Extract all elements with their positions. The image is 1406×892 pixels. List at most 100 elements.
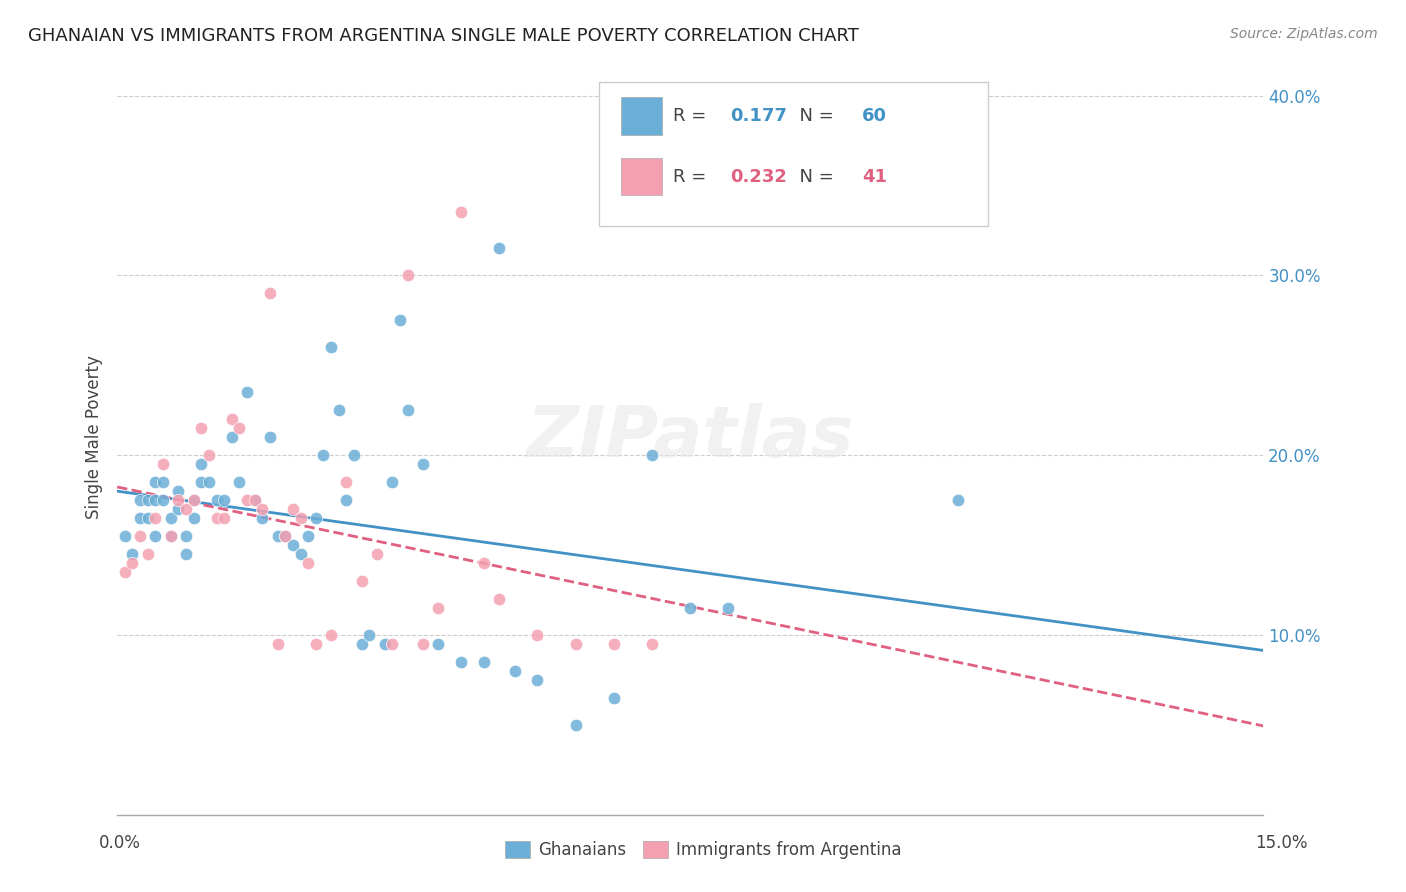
Point — [259, 430, 281, 444]
Point — [190, 457, 212, 471]
Point — [564, 637, 586, 651]
Point — [603, 690, 626, 705]
Point — [129, 493, 152, 508]
Point — [145, 529, 167, 543]
Point — [526, 673, 548, 687]
Point — [641, 637, 664, 651]
Point — [321, 628, 343, 642]
Point — [190, 421, 212, 435]
Text: GHANAIAN VS IMMIGRANTS FROM ARGENTINA SINGLE MALE POVERTY CORRELATION CHART: GHANAIAN VS IMMIGRANTS FROM ARGENTINA SI… — [28, 27, 859, 45]
Text: 0.0%: 0.0% — [98, 834, 141, 852]
Point — [374, 637, 396, 651]
Point — [488, 591, 510, 606]
Point — [335, 493, 357, 508]
Point — [198, 448, 221, 462]
Point — [305, 637, 328, 651]
Point — [167, 493, 190, 508]
Point — [145, 511, 167, 525]
Point — [221, 412, 243, 426]
Text: 60: 60 — [862, 107, 887, 125]
Point — [266, 637, 288, 651]
Point — [321, 340, 343, 354]
Point — [450, 205, 472, 219]
Point — [228, 421, 250, 435]
Y-axis label: Single Male Poverty: Single Male Poverty — [86, 355, 103, 519]
Point — [641, 448, 664, 462]
Point — [114, 529, 136, 543]
Point — [281, 538, 304, 552]
Text: R =: R = — [673, 107, 711, 125]
Point — [174, 502, 197, 516]
Point — [121, 547, 143, 561]
Point — [297, 529, 319, 543]
Point — [183, 493, 205, 508]
Point — [412, 457, 434, 471]
Point — [174, 529, 197, 543]
Point — [159, 529, 181, 543]
Point — [228, 475, 250, 489]
Point — [603, 637, 626, 651]
Point — [290, 547, 312, 561]
Point — [167, 502, 190, 516]
Point — [427, 637, 450, 651]
Point — [183, 511, 205, 525]
Point — [381, 637, 404, 651]
FancyBboxPatch shape — [599, 82, 988, 226]
Point — [679, 600, 702, 615]
Text: R =: R = — [673, 168, 711, 186]
Point — [274, 529, 297, 543]
Point — [472, 556, 495, 570]
Point — [252, 511, 274, 525]
Point — [136, 511, 159, 525]
Point — [305, 511, 328, 525]
Point — [488, 241, 510, 255]
Text: 0.177: 0.177 — [730, 107, 787, 125]
Point — [503, 664, 526, 678]
Point — [266, 529, 288, 543]
FancyBboxPatch shape — [621, 97, 662, 135]
Point — [350, 574, 373, 588]
Point — [212, 511, 235, 525]
Point — [152, 475, 174, 489]
Point — [167, 483, 190, 498]
Point — [205, 511, 228, 525]
Point — [366, 547, 388, 561]
Point — [145, 493, 167, 508]
Point — [297, 556, 319, 570]
Point — [350, 637, 373, 651]
Point — [359, 628, 381, 642]
Point — [198, 475, 221, 489]
Point — [252, 502, 274, 516]
Point — [343, 448, 366, 462]
Point — [396, 268, 419, 283]
Point — [412, 637, 434, 651]
Point — [328, 403, 350, 417]
Point — [114, 565, 136, 579]
Point — [205, 493, 228, 508]
Point — [281, 502, 304, 516]
Point — [526, 628, 548, 642]
Point — [212, 493, 235, 508]
Point — [335, 475, 357, 489]
Point — [136, 493, 159, 508]
Text: N =: N = — [787, 168, 839, 186]
Text: 15.0%: 15.0% — [1256, 834, 1308, 852]
Point — [190, 475, 212, 489]
Text: ZIPatlas: ZIPatlas — [527, 402, 853, 472]
Text: Source: ZipAtlas.com: Source: ZipAtlas.com — [1230, 27, 1378, 41]
Point — [312, 448, 335, 462]
Point — [243, 493, 266, 508]
Point — [145, 475, 167, 489]
Point — [290, 511, 312, 525]
Point — [183, 493, 205, 508]
Point — [396, 403, 419, 417]
Text: N =: N = — [787, 107, 839, 125]
Point — [274, 529, 297, 543]
Point — [159, 529, 181, 543]
Point — [236, 385, 259, 400]
Legend: Ghanaians, Immigrants from Argentina: Ghanaians, Immigrants from Argentina — [498, 834, 908, 866]
Point — [152, 457, 174, 471]
Point — [221, 430, 243, 444]
Point — [236, 493, 259, 508]
Text: 0.232: 0.232 — [730, 168, 787, 186]
